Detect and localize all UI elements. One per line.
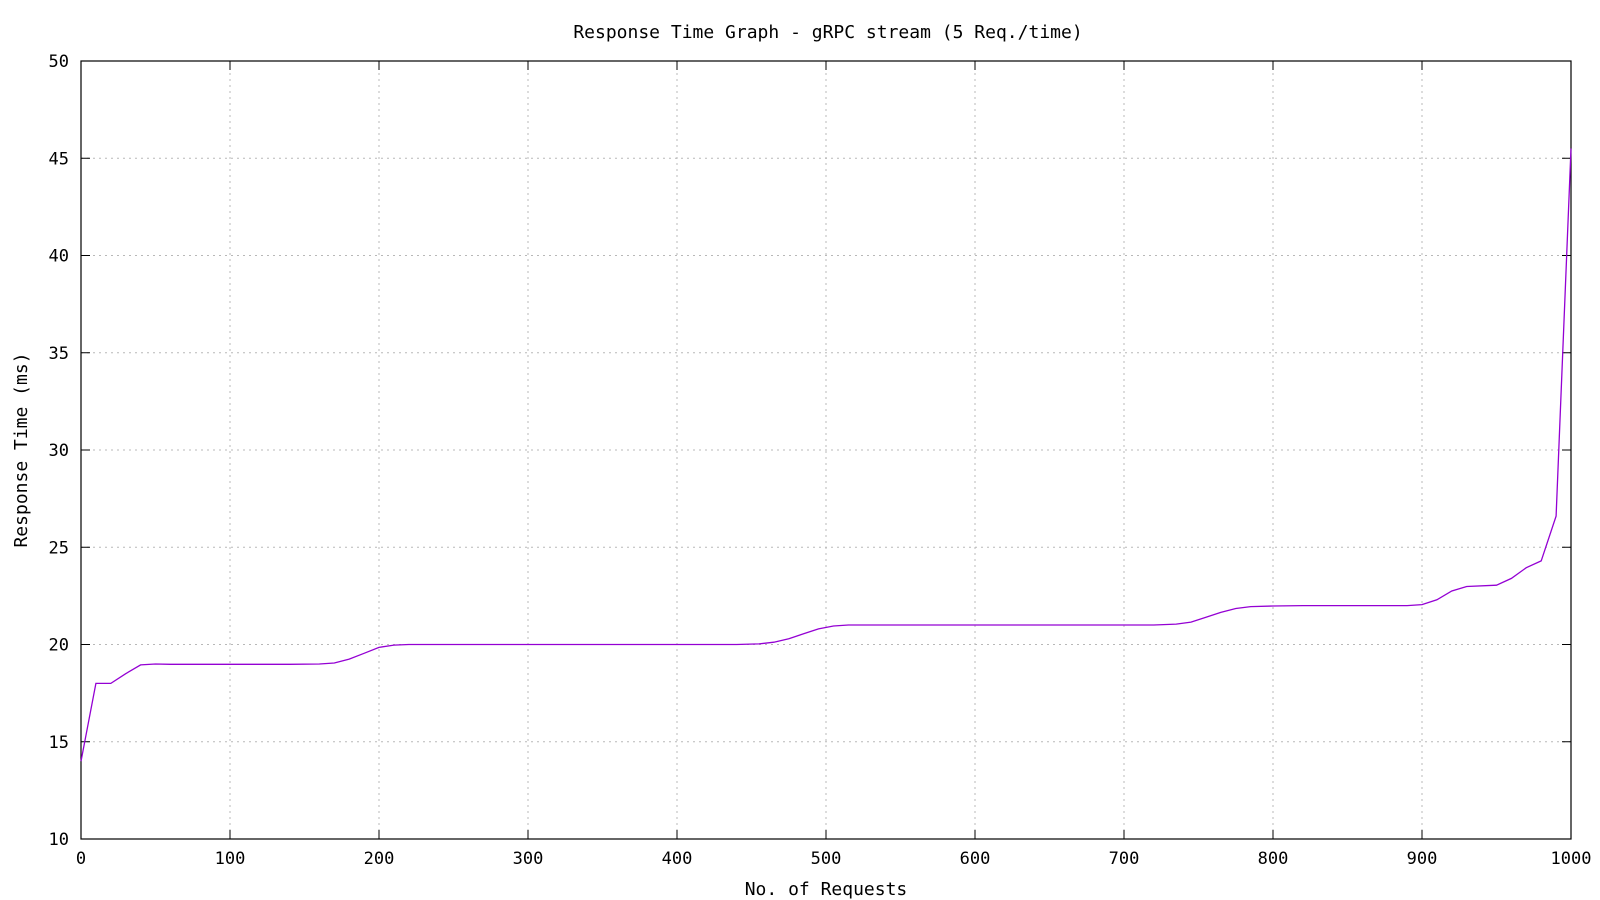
series-line	[80, 148, 1572, 762]
x-tick-label: 600	[960, 849, 991, 869]
x-tick-label: 100	[215, 849, 246, 869]
x-tick-label: 1000	[1551, 849, 1592, 869]
y-tick-label: 10	[49, 830, 69, 850]
y-tick-labels: 10 15 20 25 30 35 40 45 50	[49, 52, 69, 850]
x-tick-label: 400	[662, 849, 693, 869]
y-tick-label: 15	[49, 733, 69, 753]
x-tick-label: 200	[364, 849, 395, 869]
x-tick-label: 300	[513, 849, 544, 869]
x-tick-label: 700	[1109, 849, 1140, 869]
x-tick-labels: 0 100 200 300 400 500 600 700 800 900 1000	[76, 849, 1592, 869]
y-tick-label: 40	[49, 247, 69, 267]
x-tick-label: 800	[1258, 849, 1289, 869]
chart-title: Response Time Graph - gRPC stream (5 Req…	[573, 22, 1082, 43]
y-tick-label: 45	[49, 149, 69, 169]
y-tick-label: 20	[49, 636, 69, 656]
grid	[81, 61, 1571, 839]
x-tick-label: 900	[1407, 849, 1438, 869]
y-tick-label: 25	[49, 538, 69, 558]
y-tick-label: 30	[49, 441, 69, 461]
x-tick-label: 500	[811, 849, 842, 869]
x-tick-label: 0	[76, 849, 86, 869]
y-tick-label: 35	[49, 344, 69, 364]
y-tick-label: 50	[49, 52, 69, 72]
x-axis-label: No. of Requests	[745, 879, 908, 900]
y-axis-label: Response Time (ms)	[11, 352, 32, 547]
axis-ticks	[80, 60, 1572, 840]
